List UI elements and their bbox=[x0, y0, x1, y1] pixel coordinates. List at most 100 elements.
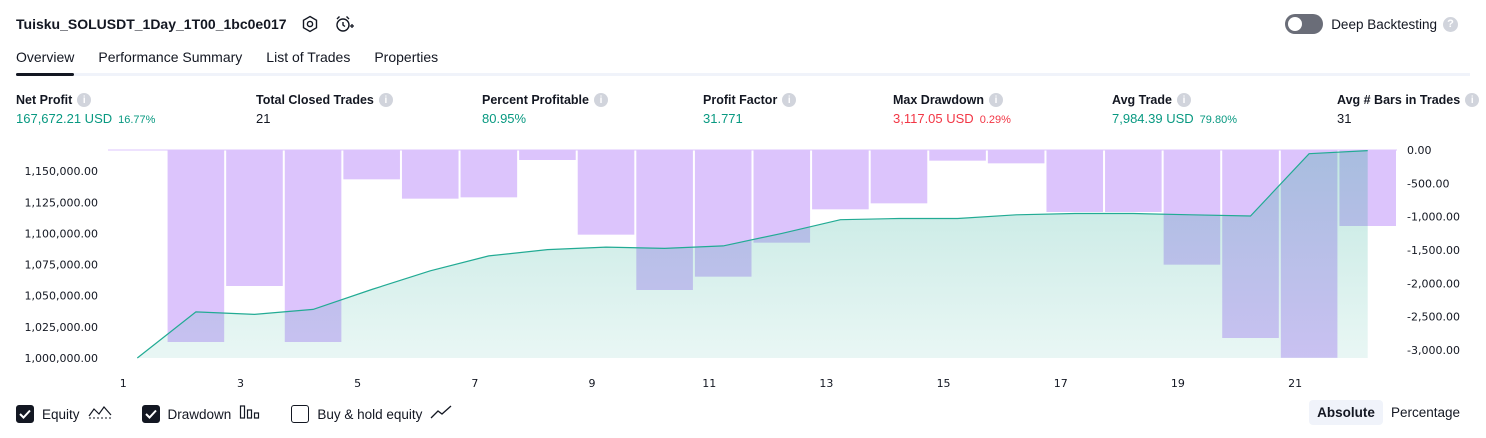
y-left-tick-label: 1,050,000.00 bbox=[25, 290, 98, 303]
metric-value: 3,117.05 USD bbox=[893, 111, 974, 126]
info-icon[interactable]: i bbox=[1465, 93, 1480, 107]
metric-value: 80.95% bbox=[482, 111, 527, 126]
legend-label: Drawdown bbox=[167, 406, 232, 422]
metric-avg-trade: Avg Trade i 7,984.39 USD 79.80% bbox=[1112, 93, 1237, 126]
metric-total-closed-trades: Total Closed Trades i 21 bbox=[256, 93, 393, 126]
y-right-tick-label: -2,500.00 bbox=[1407, 311, 1460, 324]
drawdown-checkbox[interactable] bbox=[141, 405, 160, 423]
y-right-tick-label: -1,000.00 bbox=[1407, 211, 1460, 224]
x-tick-label: 11 bbox=[702, 377, 716, 390]
metric-max-drawdown: Max Drawdown i 3,117.05 USD 0.29% bbox=[893, 93, 1011, 126]
metric-value: 7,984.39 USD bbox=[1112, 111, 1194, 126]
y-left-tick-label: 1,150,000.00 bbox=[25, 165, 98, 178]
metric-avg-bars-in-trades: Avg # Bars in Trades i 31 bbox=[1337, 93, 1480, 126]
x-tick-label: 7 bbox=[471, 377, 478, 390]
drawdown-bar bbox=[1046, 150, 1104, 212]
x-tick-label: 3 bbox=[237, 377, 244, 390]
metric-label: Net Profit bbox=[16, 93, 73, 107]
drawdown-bar bbox=[1105, 150, 1162, 212]
metric-value: 21 bbox=[256, 111, 271, 126]
info-icon[interactable]: i bbox=[989, 93, 1003, 107]
drawdown-bar bbox=[343, 150, 400, 180]
x-tick-label: 9 bbox=[589, 377, 596, 390]
tab-performance-summary[interactable]: Performance Summary bbox=[98, 49, 243, 65]
drawdown-bar bbox=[929, 150, 986, 161]
strategy-title: Tuisku_SOLUSDT_1Day_1T00_1bc0e017 bbox=[16, 16, 287, 32]
deep-backtesting-label: Deep Backtesting bbox=[1331, 16, 1437, 32]
deep-backtesting-toggle[interactable] bbox=[1285, 14, 1324, 34]
x-tick-label: 17 bbox=[1054, 377, 1068, 390]
drawdown-bar bbox=[870, 150, 928, 204]
drawdown-bars-icon bbox=[239, 404, 261, 425]
buy-hold-checkbox[interactable] bbox=[291, 405, 310, 423]
percentage-button[interactable]: Percentage bbox=[1390, 405, 1460, 420]
metric-percent: 79.80% bbox=[1199, 114, 1237, 126]
absolute-button[interactable]: Absolute bbox=[1309, 400, 1383, 425]
metric-value: 31.771 bbox=[703, 111, 743, 126]
x-tick-label: 15 bbox=[937, 377, 951, 390]
legend-label: Equity bbox=[42, 406, 80, 422]
chart-legend: Equity Drawdown Buy & hold equity bbox=[16, 403, 482, 425]
drawdown-bar bbox=[167, 150, 225, 342]
drawdown-bar bbox=[577, 150, 635, 235]
metric-label: Avg Trade bbox=[1112, 93, 1172, 107]
metric-label: Total Closed Trades bbox=[256, 93, 374, 107]
info-icon[interactable]: i bbox=[593, 93, 608, 107]
y-left-tick-label: 1,025,000.00 bbox=[25, 321, 98, 334]
alarm-clock-plus-icon[interactable] bbox=[333, 13, 355, 35]
metric-net-profit: Net Profit i 167,672.21 USD 16.77% bbox=[16, 93, 155, 126]
metric-value: 31 bbox=[1337, 111, 1352, 126]
x-tick-label: 19 bbox=[1171, 377, 1185, 390]
metrics-row: Net Profit i 167,672.21 USD 16.77% Total C… bbox=[16, 93, 1480, 133]
metric-profit-factor: Profit Factor i 31.771 bbox=[703, 93, 797, 126]
y-left-tick-label: 1,125,000.00 bbox=[25, 196, 98, 209]
question-mark-icon[interactable]: ? bbox=[1443, 16, 1458, 32]
drawdown-bar bbox=[226, 150, 283, 286]
drawdown-bar bbox=[753, 150, 811, 243]
deep-backtesting: Deep Backtesting ? bbox=[1285, 14, 1458, 34]
metric-value: 167,672.21 USD bbox=[16, 111, 113, 126]
x-tick-label: 21 bbox=[1288, 377, 1302, 390]
drawdown-bar bbox=[519, 150, 576, 160]
metric-percent: 16.77% bbox=[118, 114, 156, 126]
drawdown-bar bbox=[987, 150, 1045, 164]
equity-area bbox=[137, 150, 1368, 358]
info-icon[interactable]: i bbox=[1176, 93, 1191, 107]
legend-buy-hold[interactable]: Buy & hold equity bbox=[291, 404, 452, 425]
tab-properties[interactable]: Properties bbox=[374, 49, 439, 65]
info-icon[interactable]: i bbox=[782, 93, 797, 107]
equity-line-icon bbox=[88, 404, 112, 425]
metric-percent-profitable: Percent Profitable i 80.95% bbox=[482, 93, 608, 126]
y-left-tick-label: 1,000,000.00 bbox=[25, 352, 98, 365]
y-right-tick-label: -2,000.00 bbox=[1407, 277, 1460, 290]
metric-label: Avg # Bars in Trades bbox=[1337, 93, 1461, 107]
report-tabs: Overview Performance Summary List of Tra… bbox=[16, 46, 1470, 76]
drawdown-bar bbox=[109, 150, 166, 151]
drawdown-bar bbox=[460, 150, 518, 198]
x-tick-label: 13 bbox=[819, 377, 833, 390]
x-tick-label: 1 bbox=[120, 377, 127, 390]
drawdown-bar bbox=[401, 150, 459, 199]
strategy-header: Tuisku_SOLUSDT_1Day_1T00_1bc0e017 Deep B… bbox=[16, 10, 1470, 38]
y-right-tick-label: -3,000.00 bbox=[1407, 344, 1460, 357]
value-mode-switch: Absolute Percentage bbox=[1309, 400, 1468, 425]
info-icon[interactable]: i bbox=[77, 93, 92, 107]
metric-label: Profit Factor bbox=[703, 93, 778, 107]
tab-overview[interactable]: Overview bbox=[16, 46, 75, 76]
metric-label: Percent Profitable bbox=[482, 93, 589, 107]
equity-line bbox=[136, 150, 1368, 359]
y-right-tick-label: -1,500.00 bbox=[1407, 244, 1460, 257]
gear-icon[interactable] bbox=[299, 13, 321, 35]
legend-label: Buy & hold equity bbox=[317, 406, 423, 422]
y-right-tick-label: 0.00 bbox=[1407, 144, 1432, 157]
legend-equity[interactable]: Equity bbox=[16, 404, 112, 425]
metric-label: Max Drawdown bbox=[893, 93, 984, 107]
equity-drawdown-chart[interactable]: 1,000,000.00 1,025,000.00 1,050,000.00 1,07… bbox=[0, 140, 1486, 395]
legend-drawdown[interactable]: Drawdown bbox=[141, 404, 262, 425]
x-tick-label: 5 bbox=[354, 377, 361, 390]
equity-checkbox[interactable] bbox=[16, 405, 34, 423]
drawdown-bar bbox=[812, 150, 869, 210]
info-icon[interactable]: i bbox=[378, 93, 393, 107]
tab-list-of-trades[interactable]: List of Trades bbox=[266, 49, 351, 65]
y-left-tick-label: 1,100,000.00 bbox=[25, 227, 98, 240]
